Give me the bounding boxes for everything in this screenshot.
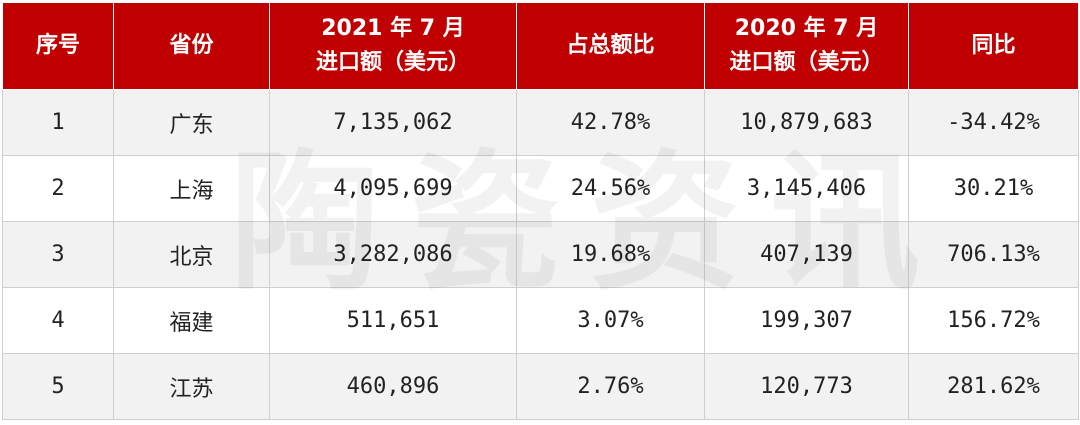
cell-share: 24.56% [516, 155, 705, 222]
cell-yoy: 30.21% [908, 155, 1079, 222]
cell-2021-import: 511,651 [269, 287, 517, 354]
cell-yoy: 706.13% [908, 221, 1079, 288]
cell-share: 19.68% [516, 221, 705, 288]
cell-index: 2 [2, 155, 114, 222]
table-header-row: 序号 省份 2021 年 7 月进口额（美元） 占总额比 2020 年 7 月进… [2, 2, 1079, 90]
cell-2021-import: 460,896 [269, 353, 517, 420]
cell-province: 北京 [113, 221, 270, 288]
cell-yoy: -34.42% [908, 89, 1079, 156]
header-2021-import: 2021 年 7 月进口额（美元） [269, 2, 517, 90]
cell-yoy: 281.62% [908, 353, 1079, 420]
cell-2021-import: 7,135,062 [269, 89, 517, 156]
cell-index: 3 [2, 221, 114, 288]
cell-share: 42.78% [516, 89, 705, 156]
cell-yoy: 156.72% [908, 287, 1079, 354]
cell-index: 5 [2, 353, 114, 420]
cell-2020-import: 3,145,406 [704, 155, 909, 222]
cell-2020-import: 407,139 [704, 221, 909, 288]
header-index: 序号 [2, 2, 114, 90]
cell-2021-import: 3,282,086 [269, 221, 517, 288]
cell-2020-import: 199,307 [704, 287, 909, 354]
header-share: 占总额比 [516, 2, 705, 90]
cell-index: 4 [2, 287, 114, 354]
cell-share: 3.07% [516, 287, 705, 354]
table-row: 2 上海 4,095,699 24.56% 3,145,406 30.21% [2, 155, 1079, 222]
table-row: 4 福建 511,651 3.07% 199,307 156.72% [2, 287, 1079, 354]
header-2020-import: 2020 年 7 月进口额（美元） [704, 2, 909, 90]
cell-province: 江苏 [113, 353, 270, 420]
table-row: 1 广东 7,135,062 42.78% 10,879,683 -34.42% [2, 89, 1079, 156]
cell-2021-import: 4,095,699 [269, 155, 517, 222]
table-row: 5 江苏 460,896 2.76% 120,773 281.62% [2, 353, 1079, 420]
cell-2020-import: 10,879,683 [704, 89, 909, 156]
header-province: 省份 [113, 2, 270, 90]
cell-share: 2.76% [516, 353, 705, 420]
cell-province: 广东 [113, 89, 270, 156]
cell-province: 上海 [113, 155, 270, 222]
cell-index: 1 [2, 89, 114, 156]
table-row: 3 北京 3,282,086 19.68% 407,139 706.13% [2, 221, 1079, 288]
header-yoy: 同比 [908, 2, 1079, 90]
cell-province: 福建 [113, 287, 270, 354]
cell-2020-import: 120,773 [704, 353, 909, 420]
